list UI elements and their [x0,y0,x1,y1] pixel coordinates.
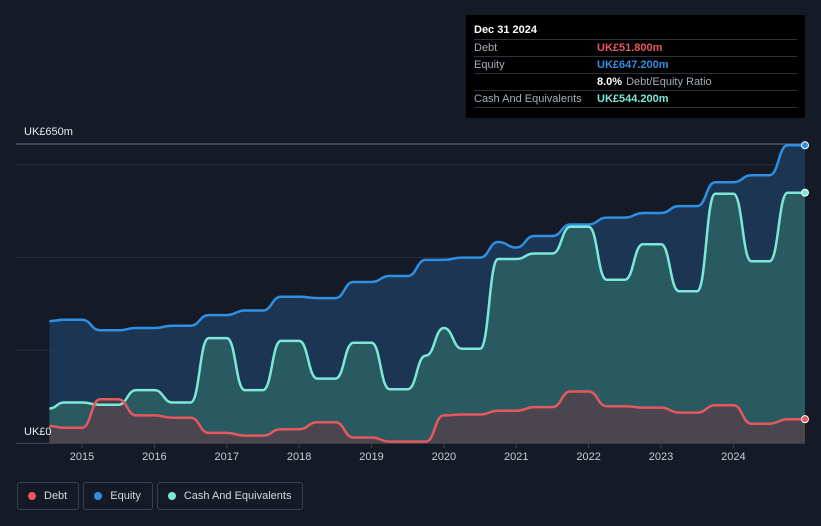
tooltip-debt-value: UK£51.800m [597,42,663,54]
x-tick-label: 2021 [504,451,528,463]
tooltip-debt-label: Debt [474,42,498,54]
chart-legend: Debt Equity Cash And Equivalents [17,482,304,510]
endpoint-cash-and-equivalents [801,188,809,197]
endpoint-debt [801,415,809,424]
x-tick-label: 2016 [142,451,166,463]
tooltip-row-ratio: 8.0% Debt/Equity Ratio [474,73,797,90]
tooltip-ratio-value: 8.0% [597,76,623,88]
x-tick-label: 2022 [576,451,600,463]
legend-dot-debt [28,492,36,500]
legend-label-equity: Equity [110,490,141,502]
legend-item-equity[interactable]: Equity [83,482,153,510]
x-tick-label: 2019 [359,451,383,463]
x-tick-label: 2024 [721,451,745,463]
legend-item-debt[interactable]: Debt [17,482,80,510]
x-tick-label: 2020 [432,451,456,463]
hover-tooltip: Dec 31 2024 Debt UK£51.800m Equity UK£64… [466,15,805,118]
x-tick-label: 2015 [70,451,94,463]
area-debt [49,391,805,443]
legend-item-cash[interactable]: Cash And Equivalents [156,482,304,510]
x-tick-label: 2023 [649,451,673,463]
tooltip-equity-value: UK£647.200m [597,59,669,71]
x-tick-label: 2017 [215,451,239,463]
tooltip-cash-label: Cash And Equivalents [474,93,582,105]
endpoint-equity [801,141,809,150]
legend-dot-equity [94,492,103,500]
tooltip-equity-label: Equity [474,59,505,71]
series-lines [49,144,806,443]
legend-label-cash: Cash And Equivalents [183,490,292,502]
tooltip-ratio-label: Debt/Equity Ratio [626,76,712,88]
y-axis-bottom-label: UK£0 [24,426,52,438]
legend-label-debt: Debt [44,490,68,502]
tooltip-row-debt: Debt UK£51.800m [474,39,797,56]
x-tick-label: 2018 [287,451,311,463]
series-endpoints [801,141,809,424]
tooltip-row-cash: Cash And Equivalents UK£544.200m [474,90,797,108]
y-axis-top-label: UK£650m [24,126,73,138]
tooltip-cash-value: UK£544.200m [597,93,669,105]
legend-dot-cash [167,492,176,500]
line-cash-and-equivalents [49,191,805,410]
x-axis-ticks: 2015 2016 2017 2018 2019 2020 2021 2022 2023 2024 [70,443,746,463]
line-equity [49,144,805,332]
series-areas [49,145,805,444]
tooltip-row-equity: Equity UK£647.200m [474,56,797,73]
line-debt [49,390,806,443]
tooltip-date: Dec 31 2024 [474,24,537,36]
